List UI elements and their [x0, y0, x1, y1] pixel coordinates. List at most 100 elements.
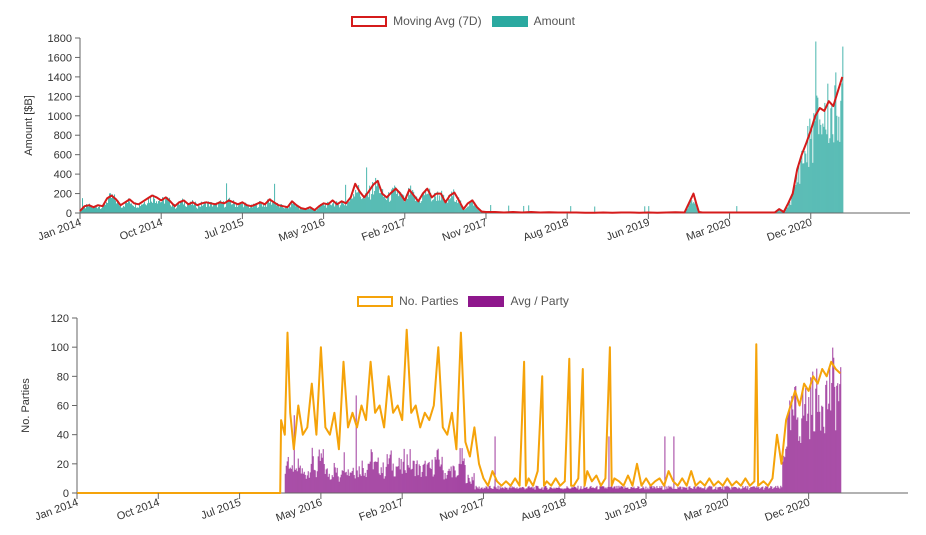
avg-party-bar [755, 487, 757, 493]
amount-bar [289, 203, 291, 213]
amount-bar [268, 200, 270, 213]
avg-party-bar [327, 476, 329, 493]
avg-party-bar [822, 406, 824, 493]
avg-party-bar [565, 488, 567, 493]
x-tick-label: Mar 2020 [685, 217, 733, 244]
avg-party-bar [688, 486, 690, 493]
amount-bar [81, 210, 83, 213]
avg-party-bar [489, 485, 491, 493]
amount-bar [311, 207, 313, 213]
amount-bar [827, 83, 829, 213]
amount-bar [413, 191, 415, 213]
amount-bar [297, 206, 299, 213]
amount-bar [802, 163, 804, 213]
amount-bar [246, 203, 248, 213]
avg-party-bar [659, 486, 661, 493]
avg-party-bar [289, 467, 291, 493]
amount-bar [258, 207, 260, 213]
avg-party-bar [581, 489, 583, 493]
avg-party-bar [375, 461, 377, 493]
x-tick-label: Dec 2020 [763, 497, 811, 524]
avg-party-bar [399, 469, 401, 493]
avg-party-bar [394, 476, 396, 493]
avg-party-bar [788, 410, 790, 493]
avg-party-bar [419, 465, 421, 493]
amount-bar [168, 198, 170, 213]
amount-bar [337, 202, 339, 213]
amount-bar [373, 194, 375, 213]
x-tick-label: Oct 2014 [118, 217, 164, 244]
avg-party-bar [669, 487, 671, 493]
avg-party-bar [506, 487, 508, 493]
avg-party-bar [350, 472, 352, 493]
amount-bar [209, 206, 211, 213]
amount-bar [312, 209, 314, 213]
avg-party-bar [731, 486, 733, 493]
x-tick-label: Jan 2014 [36, 217, 83, 244]
amount-bar [277, 202, 279, 213]
avg-party-bar [508, 487, 510, 493]
amount-bar [172, 204, 174, 213]
legend-item-moving-avg[interactable]: Moving Avg (7D) [351, 14, 482, 28]
amount-bar [117, 200, 119, 213]
avg-party-bar [794, 386, 796, 493]
amount-bar [267, 199, 269, 213]
amount-bar [245, 202, 247, 213]
avg-party-bar [680, 486, 682, 493]
legend-item-no-parties[interactable]: No. Parties [357, 294, 458, 308]
amount-bar [264, 206, 266, 213]
amount-bar [476, 206, 478, 213]
avg-party-bar [303, 471, 305, 493]
amount-bar [232, 204, 234, 213]
avg-party-bar [515, 488, 517, 493]
avg-party-bar [535, 485, 537, 493]
avg-party-bar [654, 487, 656, 493]
avg-party-bar [568, 488, 570, 493]
amount-bar [327, 201, 329, 213]
amount-bar [422, 194, 424, 213]
avg-party-bar [663, 489, 665, 493]
amount-bar [834, 85, 836, 213]
avg-party-bar [332, 477, 334, 493]
amount-bar [362, 198, 364, 213]
avg-party-bar [773, 487, 775, 493]
amount-bar [238, 205, 240, 213]
avg-party-bar [628, 489, 630, 493]
amount-bar [453, 189, 455, 213]
amount-bar [390, 200, 392, 213]
amount-bar [383, 196, 385, 213]
avg-party-bar [609, 487, 611, 493]
avg-party-bar [595, 487, 597, 493]
avg-party-bar [525, 488, 527, 493]
avg-party-bar [783, 455, 785, 493]
y-tick-label: 80 [57, 371, 69, 383]
avg-party-bar [531, 486, 533, 493]
avg-party-bar [753, 486, 755, 493]
avg-party-bar [703, 488, 705, 493]
amount-bar [795, 184, 797, 213]
amount-bar [354, 196, 356, 213]
avg-party-bar [392, 463, 394, 493]
amount-bar [456, 199, 458, 213]
avg-party-bar [430, 469, 432, 493]
avg-party-bar [720, 486, 722, 493]
avg-party-bar [530, 487, 532, 493]
avg-party-bar [285, 465, 287, 493]
avg-party-bar [767, 486, 769, 493]
avg-party-bar [672, 488, 674, 493]
avg-party-bar [733, 486, 735, 493]
avg-party-bar [459, 448, 461, 493]
amount-bar [421, 201, 423, 213]
avg-party-bar [707, 487, 709, 493]
amount-bar [194, 202, 196, 213]
amount-bar [164, 203, 166, 213]
amount-bar [338, 204, 340, 213]
y-tick-label: 1400 [48, 72, 72, 84]
avg-party-bar [305, 478, 307, 493]
avg-party-bar [752, 486, 754, 493]
avg-party-bar [687, 489, 689, 493]
legend-item-amount[interactable]: Amount [491, 14, 575, 28]
legend-label-moving-avg: Moving Avg (7D) [393, 14, 482, 28]
amount-bar [127, 203, 129, 213]
legend-item-avg-party[interactable]: Avg / Party [468, 294, 569, 308]
